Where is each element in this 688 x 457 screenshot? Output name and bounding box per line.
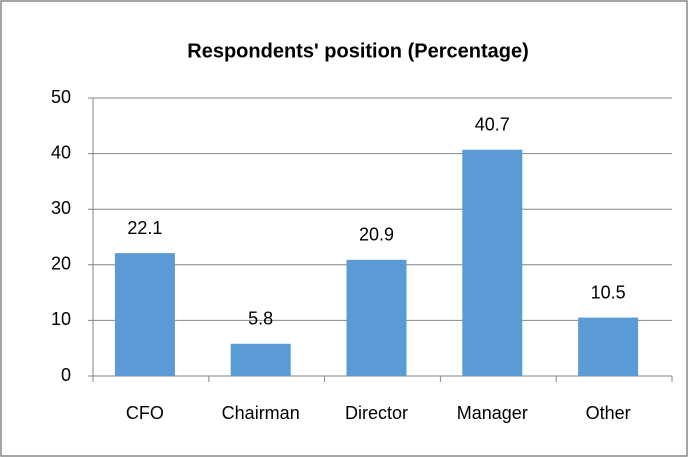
x-tick-label: CFO [126, 403, 164, 423]
x-tick-label: Manager [457, 403, 528, 423]
y-tick-label: 0 [61, 365, 71, 385]
y-tick-label: 40 [51, 142, 71, 162]
x-tick-label: Other [586, 403, 631, 423]
y-tick-label: 30 [51, 198, 71, 218]
x-tick-label: Director [345, 403, 408, 423]
bar [346, 259, 407, 376]
y-tick-label: 50 [51, 87, 71, 107]
data-label: 20.9 [359, 225, 394, 245]
bar [230, 343, 291, 376]
data-label: 22.1 [127, 218, 162, 238]
chart-title: Respondents' position (Percentage) [187, 40, 528, 62]
data-label: 5.8 [248, 309, 273, 329]
bar [114, 253, 175, 376]
data-label: 10.5 [591, 282, 626, 302]
x-tick-label: Chairman [222, 403, 300, 423]
y-tick-label: 20 [51, 254, 71, 274]
data-label: 40.7 [475, 114, 510, 134]
bar [578, 317, 639, 376]
y-tick-label: 10 [51, 309, 71, 329]
bar [462, 149, 523, 376]
